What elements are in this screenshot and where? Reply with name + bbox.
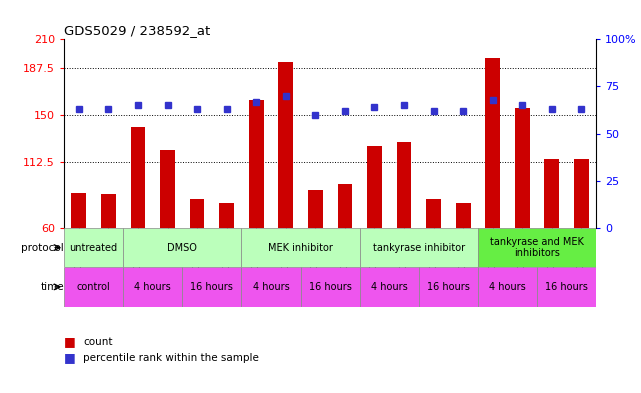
Bar	[123, 267, 182, 307]
Bar	[190, 199, 204, 228]
Text: untreated: untreated	[70, 242, 118, 253]
Bar	[219, 203, 234, 228]
Bar	[182, 267, 242, 307]
Bar	[131, 127, 146, 228]
Bar	[419, 267, 478, 307]
Bar	[338, 184, 353, 228]
Bar	[367, 146, 382, 228]
Text: control: control	[77, 282, 110, 292]
Bar	[478, 228, 596, 267]
Bar	[308, 190, 322, 228]
Bar	[456, 203, 470, 228]
Bar	[537, 267, 596, 307]
Bar	[160, 150, 175, 228]
Bar	[249, 100, 263, 228]
Bar	[242, 228, 360, 267]
Bar	[360, 267, 419, 307]
Text: tankyrase inhibitor: tankyrase inhibitor	[372, 242, 465, 253]
Text: 16 hours: 16 hours	[427, 282, 470, 292]
Bar	[64, 228, 123, 267]
Bar	[72, 193, 87, 228]
Text: count: count	[83, 337, 113, 347]
Text: tankyrase and MEK
inhibitors: tankyrase and MEK inhibitors	[490, 237, 584, 258]
Bar	[64, 267, 123, 307]
Bar	[426, 199, 441, 228]
Bar	[574, 159, 588, 228]
Bar	[242, 267, 301, 307]
Text: GDS5029 / 238592_at: GDS5029 / 238592_at	[64, 24, 210, 37]
Text: 16 hours: 16 hours	[190, 282, 233, 292]
Text: ■: ■	[64, 351, 76, 364]
Bar	[485, 58, 500, 228]
Text: 4 hours: 4 hours	[371, 282, 408, 292]
Bar	[397, 142, 412, 228]
Bar	[544, 159, 559, 228]
Text: protocol: protocol	[21, 242, 64, 253]
Text: 4 hours: 4 hours	[489, 282, 526, 292]
Bar	[278, 62, 293, 228]
Bar	[360, 228, 478, 267]
Text: time: time	[40, 282, 64, 292]
Text: percentile rank within the sample: percentile rank within the sample	[83, 353, 259, 363]
Bar	[478, 267, 537, 307]
Text: ■: ■	[64, 335, 76, 349]
Text: 4 hours: 4 hours	[135, 282, 171, 292]
Bar	[123, 228, 242, 267]
Bar	[301, 267, 360, 307]
Text: 4 hours: 4 hours	[253, 282, 289, 292]
Text: 16 hours: 16 hours	[545, 282, 588, 292]
Text: MEK inhibitor: MEK inhibitor	[268, 242, 333, 253]
Bar	[101, 194, 116, 228]
Bar	[515, 108, 529, 228]
Text: DMSO: DMSO	[167, 242, 197, 253]
Text: 16 hours: 16 hours	[309, 282, 351, 292]
